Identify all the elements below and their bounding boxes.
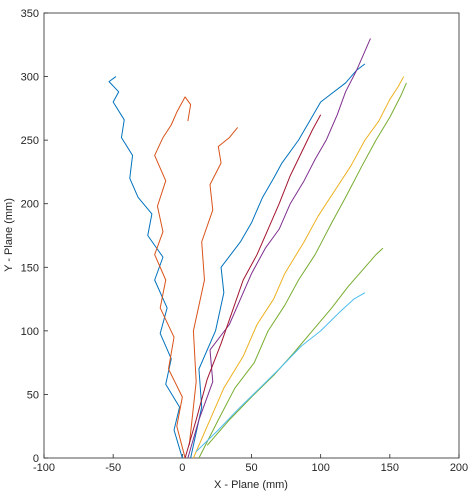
plot-area [43, 12, 460, 459]
y-tick-label: 100 [21, 326, 39, 338]
x-tick-label: 50 [245, 462, 257, 474]
y-tick-label: 150 [21, 262, 39, 274]
trajectory-line [190, 63, 366, 459]
y-tick-label: 350 [21, 8, 39, 20]
x-tick-label: 150 [381, 462, 399, 474]
y-tick-label: 250 [21, 135, 39, 147]
x-tick-label: -100 [33, 462, 55, 474]
trajectory-line [108, 76, 183, 459]
y-tick-label: 200 [21, 199, 39, 211]
x-tick-label: 100 [311, 462, 329, 474]
x-tick-label: -50 [105, 462, 121, 474]
x-axis-label: X - Plane (mm) [214, 479, 288, 491]
trajectory-line [198, 82, 407, 459]
y-axis-label: Y - Plane (mm) [3, 198, 15, 272]
trajectory-line [184, 114, 322, 459]
trajectory-line [188, 127, 239, 446]
x-tick-label: 0 [179, 462, 185, 474]
trajectory-line [206, 247, 384, 446]
trajectory-line [192, 76, 405, 459]
x-tick-label: 200 [450, 462, 468, 474]
y-tick-label: 50 [27, 389, 39, 401]
trajectory-line [154, 96, 192, 459]
y-tick-label: 300 [21, 72, 39, 84]
trajectory-line [195, 292, 366, 453]
trajectory-line [187, 38, 371, 459]
y-tick-label: 0 [33, 453, 39, 465]
